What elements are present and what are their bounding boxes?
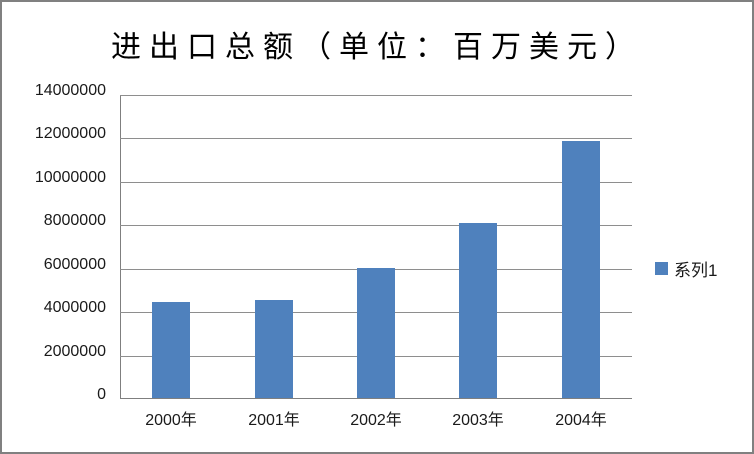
y-axis-tick-label: 2000000 (43, 342, 106, 360)
y-axis-line (120, 95, 121, 399)
y-axis-tick-label: 10000000 (34, 168, 106, 186)
x-axis-category-label: 2003年 (452, 412, 504, 429)
y-axis-tick-label: 6000000 (43, 255, 106, 273)
x-axis-category-label: 2000年 (145, 412, 197, 429)
y-axis-tick-label: 4000000 (43, 299, 106, 317)
x-axis-category-label: 2004年 (555, 412, 607, 429)
gridline (120, 181, 632, 183)
x-axis-category-label: 2001年 (248, 412, 300, 429)
legend-item-series1[interactable]: 系列1 (655, 256, 717, 281)
chart-title: 进出口总额（单位：百万美元） (111, 31, 643, 64)
plot-area (120, 95, 632, 399)
bar-2000年[interactable] (152, 302, 190, 398)
y-axis-tick-label: 14000000 (34, 82, 106, 99)
bar-2002年[interactable] (357, 268, 395, 398)
legend-label: 系列1 (674, 261, 718, 280)
y-axis-tick-label: 0 (97, 386, 106, 403)
bar-2003年[interactable] (459, 223, 497, 398)
legend-swatch-icon (655, 262, 668, 275)
bar-2001年[interactable] (255, 300, 293, 398)
y-axis-tick-label: 8000000 (43, 212, 106, 230)
gridline (120, 95, 632, 96)
x-axis-line (120, 398, 632, 399)
bar-2004年[interactable] (562, 141, 600, 398)
y-axis-tick-label: 12000000 (34, 125, 106, 143)
x-axis-category-label: 2002年 (350, 412, 402, 429)
gridline (120, 138, 632, 140)
gridline (120, 225, 632, 227)
